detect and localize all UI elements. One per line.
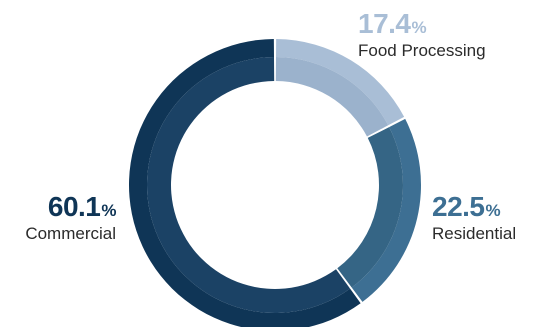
- slice-commercial-inner-band: [147, 57, 351, 313]
- residential-percent: 22.5%: [432, 193, 516, 221]
- commercial-percent: 60.1%: [10, 191, 117, 222]
- residential-value: 22.5: [432, 191, 485, 222]
- commercial-label: Commercial: [25, 224, 116, 243]
- slice-residential-inner-band: [337, 127, 403, 288]
- slice-food-processing: [276, 39, 405, 126]
- callout-residential: 22.5% Residential: [432, 193, 517, 243]
- food-processing-unit: %: [411, 18, 427, 37]
- food-processing-label: Food Processing: [358, 41, 486, 60]
- callout-food-processing: 17.4% Food Processing: [358, 10, 486, 60]
- slice-food-processing-inner-band: [275, 57, 389, 137]
- commercial-unit: %: [101, 201, 116, 220]
- commercial-value: 60.1: [47, 191, 101, 222]
- food-processing-percent: 17.4%: [358, 10, 486, 38]
- residential-unit: %: [485, 201, 501, 220]
- slice-commercial: [129, 39, 361, 332]
- slice-residential: [351, 118, 421, 302]
- food-processing-value: 17.4: [358, 8, 411, 39]
- callout-commercial: 60.1% Commercial: [10, 191, 117, 243]
- residential-label: Residential: [432, 224, 517, 243]
